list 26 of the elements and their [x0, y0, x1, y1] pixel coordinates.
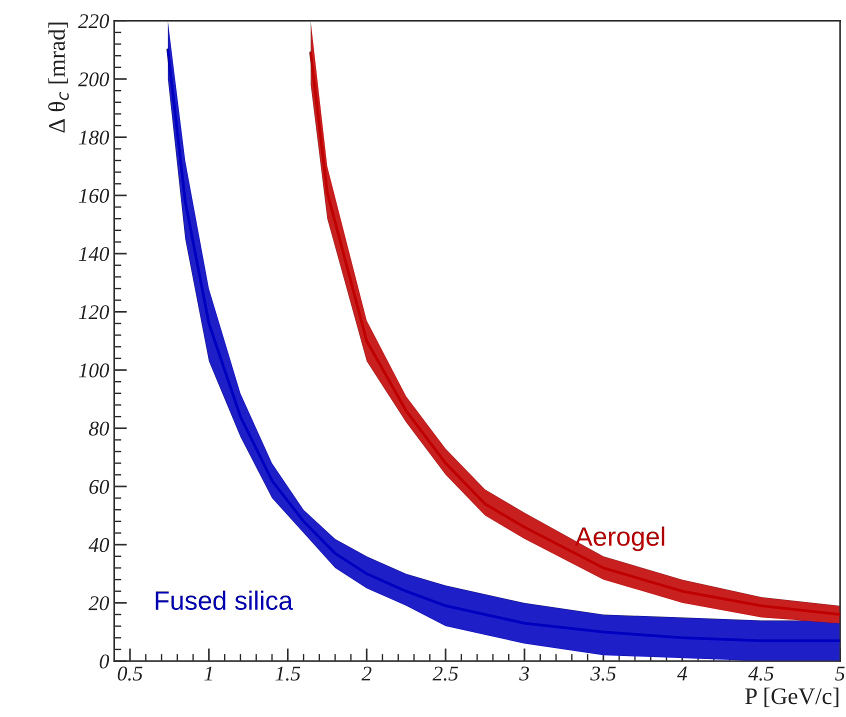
- y-tick-label: 140: [78, 246, 110, 262]
- x-tick-label: 4.5: [748, 666, 774, 681]
- x-tick-label: 1.5: [276, 666, 300, 681]
- x-tick-label: 3: [519, 666, 529, 681]
- series-label: Aerogel: [575, 526, 664, 552]
- text: Fused silica: [156, 590, 293, 610]
- x-tick-label: 2.5: [432, 666, 458, 681]
- x-tick-label: 3.5: [590, 666, 616, 681]
- y-tick-label: 180: [78, 130, 110, 145]
- x-tick-label: 4: [677, 666, 688, 680]
- y-tick-label: 80: [88, 422, 110, 436]
- y-tick-label: 160: [78, 188, 110, 203]
- y-axis-title: Δ θ$_{c}$ [mrad]: [48, 22, 69, 133]
- y-tick-label: 20: [88, 596, 110, 610]
- x-tick-label: 5: [835, 666, 845, 681]
- x-tick-label: 2: [361, 666, 372, 680]
- y-tick-label: 220: [78, 14, 110, 28]
- y-tick-label: 0: [100, 654, 110, 669]
- y-tick-label: 40: [88, 538, 110, 552]
- x-axis-title: P [GeV/c]: [745, 688, 838, 708]
- x-tick-label: 1: [204, 666, 212, 680]
- y-tick-label: 60: [89, 480, 110, 494]
- x-tick-label: 0.5: [118, 666, 142, 681]
- y-tick-label: 120: [78, 305, 110, 320]
- y-tick-label: 100: [78, 363, 110, 378]
- y-tick-label: 200: [78, 72, 110, 86]
